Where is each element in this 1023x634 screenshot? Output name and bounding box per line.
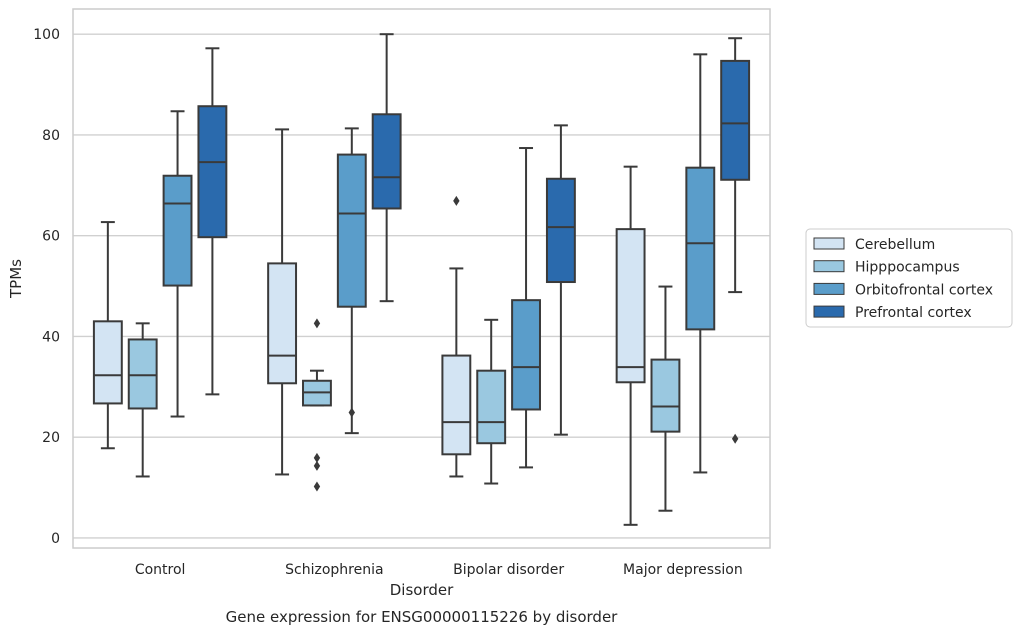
legend-label: Cerebellum — [855, 237, 935, 253]
box-body — [441, 354, 472, 456]
legend-swatch — [813, 282, 845, 295]
box-3-1 — [371, 33, 402, 303]
x-tick-label: Control — [135, 562, 186, 578]
box-body — [92, 320, 123, 405]
x-tick-label: Major depression — [623, 562, 743, 578]
box-body — [650, 358, 681, 433]
outlier-point — [313, 460, 321, 471]
outlier-point — [313, 318, 321, 329]
box-3-0 — [197, 47, 228, 396]
box-2-1 — [336, 127, 367, 435]
y-axis-label: TPMs — [7, 259, 25, 299]
box-body — [162, 174, 193, 287]
outlier-point — [731, 433, 739, 444]
legend-swatch — [813, 305, 845, 318]
box-1-1 — [302, 318, 332, 492]
chart-caption: Gene expression for ENSG00000115226 by d… — [226, 608, 619, 626]
outlier-point — [348, 407, 355, 418]
legend-frame — [805, 228, 1013, 328]
boxes — [92, 33, 751, 526]
plot-frame — [72, 8, 771, 549]
box-body — [476, 369, 507, 445]
box-body — [720, 59, 751, 181]
box-3-2 — [545, 124, 576, 436]
box-body — [685, 166, 716, 331]
y-axis-ticks: 0 20 40 60 80 100 — [33, 27, 60, 547]
y-tick-label: 100 — [33, 27, 60, 43]
x-tick-label: Schizophrenia — [285, 562, 383, 578]
box-2-2 — [511, 147, 541, 469]
legend-label: Prefrontal cortex — [855, 305, 972, 321]
box-body — [511, 299, 541, 411]
box-0-2 — [441, 195, 472, 478]
box-2-0 — [162, 110, 193, 418]
box-1-0 — [127, 322, 158, 478]
outlier-point — [313, 481, 321, 492]
y-tick-label: 60 — [42, 229, 60, 245]
legend-label: Hipppocampus — [855, 260, 960, 276]
box-body — [127, 338, 158, 410]
y-tick-label: 80 — [42, 128, 60, 144]
legend-label: Orbitofrontal cortex — [855, 282, 993, 298]
box-1-2 — [476, 318, 507, 485]
x-tick-label: Bipolar disorder — [453, 562, 564, 578]
box-body — [267, 262, 298, 385]
box-0-3 — [615, 165, 646, 526]
y-tick-label: 40 — [42, 329, 60, 345]
box-body — [197, 105, 228, 239]
box-0-1 — [267, 128, 298, 476]
x-axis-ticks: Control Schizophrenia Bipolar disorder Majo… — [135, 562, 743, 578]
y-tick-label: 20 — [42, 430, 60, 446]
box-body — [336, 153, 367, 308]
box-body — [371, 113, 402, 210]
x-axis-label: Disorder — [390, 581, 454, 599]
legend-swatch — [813, 260, 845, 273]
outlier-point — [313, 452, 321, 463]
box-0-0 — [92, 221, 123, 450]
legend: Cerebellum Hipppocampus Orbitofrontal cort… — [805, 228, 1013, 328]
box-3-3 — [720, 37, 751, 444]
box-2-3 — [685, 53, 716, 474]
box-1-3 — [650, 285, 681, 512]
box-body — [615, 228, 646, 384]
box-body — [545, 177, 576, 284]
legend-swatch — [813, 237, 845, 250]
outlier-point — [453, 195, 460, 206]
y-tick-label: 0 — [51, 531, 60, 547]
